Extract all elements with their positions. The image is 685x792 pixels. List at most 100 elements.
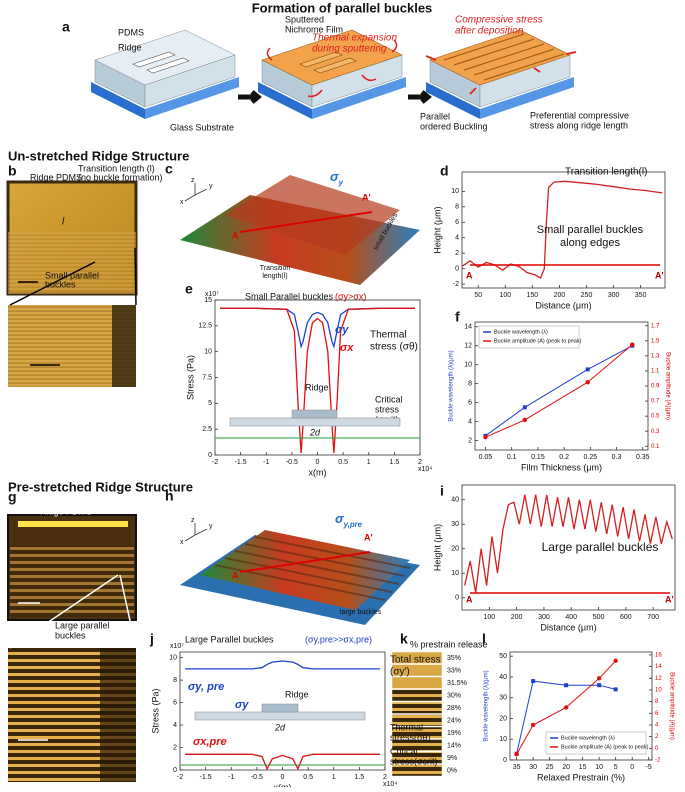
label: i: [440, 483, 444, 499]
x-tick-label: 1: [332, 774, 336, 781]
ridge-sketch: [261, 703, 299, 713]
prestrain-image: [391, 701, 443, 714]
arrow: [238, 90, 432, 104]
x-tick-label: 250: [581, 292, 593, 299]
label: (no buckle formation): [78, 172, 163, 182]
y2-tick-label: 0: [655, 746, 659, 752]
x-tick-label: 1.5: [355, 774, 365, 781]
surface-top: [200, 530, 410, 610]
x-tick-label: 0.5: [338, 459, 348, 466]
label: Large parallel: [55, 620, 110, 630]
x-tick-label: 30: [529, 764, 537, 771]
prestrain-label: 28%: [447, 705, 461, 712]
y-tick-label: 15: [204, 297, 212, 304]
label: Small Parallel buckles: [245, 291, 334, 301]
figure-title: Formation of parallel buckles: [252, 0, 433, 15]
y-tick-label: 50: [499, 653, 507, 660]
x-tick-label: -1: [228, 774, 234, 781]
x-tick-label: 350: [635, 292, 647, 299]
label: A': [655, 270, 664, 280]
x-tick-label: 0.35: [636, 454, 650, 461]
y-tick-label: 6: [455, 219, 459, 226]
label: g: [8, 489, 17, 505]
x-tick-label: 50: [474, 292, 482, 299]
label: h: [165, 488, 174, 504]
label: stress (σθ): [370, 342, 418, 353]
y-tick-label: 10: [499, 736, 507, 743]
x-tick-label: 300: [608, 292, 620, 299]
label: 2d: [309, 427, 321, 437]
y-tick-label: 30: [499, 695, 507, 702]
curve-label: σx: [340, 342, 354, 354]
legend-label: Buckle amplitude (A) (peak to peak): [561, 744, 649, 750]
x-axis-label: x(m): [274, 782, 292, 787]
data-point: [514, 751, 519, 757]
x-axis-label: Film Thickness (μm): [521, 462, 602, 472]
scale-bar: [9, 574, 137, 741]
y-axis-label: Stress (Pa): [150, 688, 160, 733]
label: Transition length (l): [78, 163, 155, 173]
label: Ridge: [305, 382, 329, 392]
x-tick-label: 1: [367, 459, 371, 466]
y-tick-label: 2: [468, 437, 472, 444]
label: d: [440, 163, 449, 179]
y-tick-label: 2.5: [202, 426, 212, 433]
label: Ridge PDMS: [30, 172, 82, 182]
x-tick-label: -2: [212, 459, 218, 466]
label: l: [62, 217, 65, 228]
y2-tick-label: 1.3: [651, 353, 660, 359]
series-line: [461, 180, 663, 279]
x-tick-label: -5: [646, 764, 652, 771]
y-tick-label: 6: [468, 399, 472, 406]
label: Transition: [260, 265, 291, 272]
label: Thermal: [370, 330, 407, 341]
label: along edges: [560, 237, 620, 249]
x-tick-label: 0.05: [479, 454, 493, 461]
label: 2d: [274, 722, 286, 732]
y-tick-label: 8: [455, 204, 459, 211]
y-tick-label: 4: [173, 722, 177, 729]
y2-tick-label: 1.1: [651, 369, 660, 375]
data-point: [522, 405, 527, 410]
x-axis-label: Relaxed Prestrain (%): [537, 772, 625, 782]
y-tick-label: 4: [455, 235, 459, 242]
label: x10⁴: [383, 781, 397, 787]
x-tick-label: 0: [316, 459, 320, 466]
x-tick-label: 200: [554, 292, 566, 299]
x-tick-label: 0: [281, 774, 285, 781]
data-point: [596, 676, 602, 681]
y-tick-label: 2: [173, 744, 177, 751]
y-tick-label: 20: [451, 546, 459, 553]
label: z: [191, 177, 195, 184]
data-point: [563, 705, 569, 710]
y-axis-label: Buckle wavelength (λ)(μm): [449, 350, 455, 421]
micrograph-edge: [112, 305, 136, 387]
y2-tick-label: 16: [655, 652, 662, 658]
y2-tick-label: 0.7: [651, 399, 660, 405]
x-tick-label: 0.1: [507, 454, 517, 461]
series-line: [185, 660, 380, 670]
micrograph-buckles: [8, 232, 136, 294]
curve-label: σx,pre: [193, 736, 227, 748]
label: x: [180, 539, 184, 546]
prestrain-image: [391, 714, 443, 727]
y-tick-label: -2: [453, 281, 459, 288]
x-tick-label: -2: [177, 774, 183, 781]
x-tick-label: 1.5: [390, 459, 400, 466]
label: Total stress: [390, 655, 441, 666]
y2-tick-label: 10: [655, 688, 662, 694]
y2-tick-label: 0.5: [651, 414, 660, 420]
label: y: [209, 523, 213, 530]
symbol-base: σ: [335, 511, 345, 526]
y-tick-label: 10: [204, 349, 212, 356]
y-tick-label: 8: [468, 380, 472, 387]
cut-line: [239, 551, 371, 573]
prestrain-image: [391, 739, 443, 752]
prestrain-image: [391, 726, 443, 739]
series-line: [185, 753, 380, 771]
label: x10⁴: [418, 466, 432, 473]
x-tick-label: -0.5: [286, 459, 298, 466]
legend-box: [545, 731, 647, 755]
y-tick-label: 4: [468, 418, 472, 425]
label: A': [364, 532, 373, 542]
